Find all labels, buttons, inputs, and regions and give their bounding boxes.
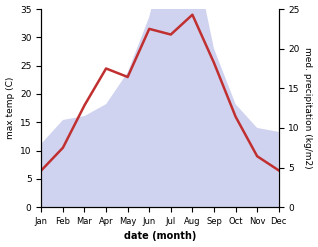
X-axis label: date (month): date (month) bbox=[124, 231, 196, 242]
Y-axis label: max temp (C): max temp (C) bbox=[5, 77, 15, 139]
Y-axis label: med. precipitation (kg/m2): med. precipitation (kg/m2) bbox=[303, 47, 313, 169]
